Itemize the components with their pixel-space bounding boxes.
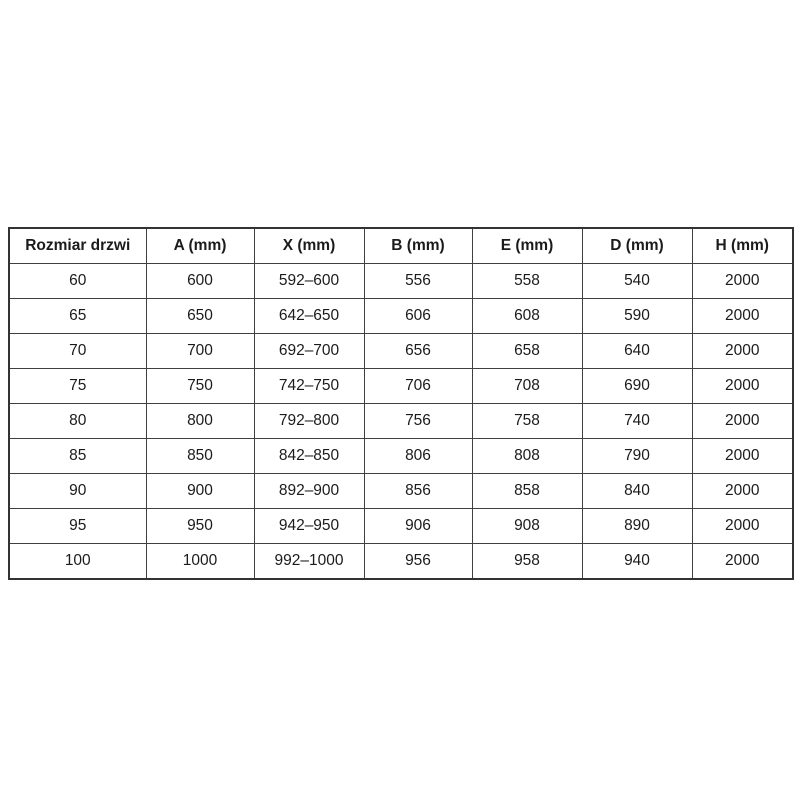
table-cell: 706: [363, 368, 473, 404]
table-header-cell: E (mm): [471, 227, 583, 264]
table-cell: 806: [363, 438, 473, 474]
table-cell: 540: [581, 263, 693, 299]
table-cell: 958: [471, 543, 583, 580]
table-cell: 790: [581, 438, 693, 474]
table-cell: 658: [471, 333, 583, 369]
table-cell: 70: [8, 333, 147, 369]
table-cell: 65: [8, 298, 147, 334]
table-cell: 640: [581, 333, 693, 369]
table-cell: 740: [581, 403, 693, 439]
table-cell: 650: [145, 298, 255, 334]
table-cell: 590: [581, 298, 693, 334]
table-body: 60 600 592–600 556 558 540 2000 65 650 642–650 606…: [8, 263, 794, 580]
table-cell: 592–600: [253, 263, 365, 299]
table-header-cell: H (mm): [691, 227, 794, 264]
table-cell: 692–700: [253, 333, 365, 369]
table-cell: 1000: [145, 543, 255, 580]
table-cell: 908: [471, 508, 583, 544]
table-cell: 750: [145, 368, 255, 404]
table-cell: 2000: [691, 473, 794, 509]
table-cell: 850: [145, 438, 255, 474]
table-cell: 2000: [691, 368, 794, 404]
table-cell: 642–650: [253, 298, 365, 334]
table-cell: 2000: [691, 543, 794, 580]
table-cell: 556: [363, 263, 473, 299]
table-row: 75 750 742–750 706 708 690 2000: [8, 368, 794, 404]
table-cell: 856: [363, 473, 473, 509]
table-cell: 842–850: [253, 438, 365, 474]
table-cell: 2000: [691, 438, 794, 474]
table-cell: 956: [363, 543, 473, 580]
table-cell: 100: [8, 543, 147, 580]
table-row: 95 950 942–950 906 908 890 2000: [8, 508, 794, 544]
table-cell: 906: [363, 508, 473, 544]
table-row: 85 850 842–850 806 808 790 2000: [8, 438, 794, 474]
table-cell: 742–750: [253, 368, 365, 404]
table-cell: 85: [8, 438, 147, 474]
table-cell: 840: [581, 473, 693, 509]
table-cell: 2000: [691, 403, 794, 439]
table-header-cell: A (mm): [145, 227, 255, 264]
table-row: 100 1000 992–1000 956 958 940 2000: [8, 543, 794, 580]
table-cell: 656: [363, 333, 473, 369]
table-cell: 808: [471, 438, 583, 474]
table-header-cell: X (mm): [253, 227, 365, 264]
table-row: 80 800 792–800 756 758 740 2000: [8, 403, 794, 439]
table-row: 90 900 892–900 856 858 840 2000: [8, 473, 794, 509]
table-cell: 992–1000: [253, 543, 365, 580]
door-size-table: Rozmiar drzwi A (mm) X (mm) B (mm) E (mm) D (…: [8, 227, 794, 580]
table-row: 60 600 592–600 556 558 540 2000: [8, 263, 794, 299]
table-cell: 75: [8, 368, 147, 404]
table-cell: 756: [363, 403, 473, 439]
table-cell: 2000: [691, 298, 794, 334]
table-cell: 2000: [691, 508, 794, 544]
table-cell: 892–900: [253, 473, 365, 509]
table-row: 70 700 692–700 656 658 640 2000: [8, 333, 794, 369]
table-cell: 800: [145, 403, 255, 439]
table-cell: 890: [581, 508, 693, 544]
table-cell: 90: [8, 473, 147, 509]
table-cell: 858: [471, 473, 583, 509]
table-cell: 2000: [691, 263, 794, 299]
table-header-cell: Rozmiar drzwi: [8, 227, 147, 264]
table-cell: 700: [145, 333, 255, 369]
table-cell: 600: [145, 263, 255, 299]
table-cell: 900: [145, 473, 255, 509]
table-header-row: Rozmiar drzwi A (mm) X (mm) B (mm) E (mm) D (…: [8, 227, 794, 264]
table-cell: 608: [471, 298, 583, 334]
table-cell: 708: [471, 368, 583, 404]
table-header-cell: B (mm): [363, 227, 473, 264]
table-cell: 690: [581, 368, 693, 404]
table-cell: 95: [8, 508, 147, 544]
table-cell: 558: [471, 263, 583, 299]
table-cell: 60: [8, 263, 147, 299]
table-cell: 792–800: [253, 403, 365, 439]
table-cell: 80: [8, 403, 147, 439]
table-header-cell: D (mm): [581, 227, 693, 264]
table-cell: 606: [363, 298, 473, 334]
table-cell: 950: [145, 508, 255, 544]
table-cell: 2000: [691, 333, 794, 369]
table-cell: 942–950: [253, 508, 365, 544]
table-cell: 758: [471, 403, 583, 439]
table-cell: 940: [581, 543, 693, 580]
table-row: 65 650 642–650 606 608 590 2000: [8, 298, 794, 334]
